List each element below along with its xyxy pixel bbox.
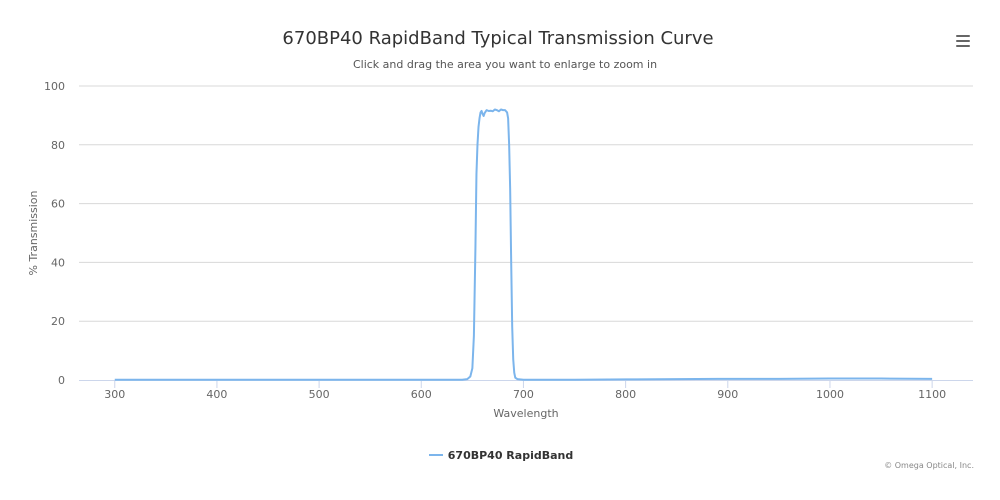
chart-subtitle: Click and drag the area you want to enla… [352, 58, 658, 71]
legend-item-670bp40[interactable]: 670BP40 RapidBand [428, 448, 574, 462]
x-tick-label: 1000 [816, 388, 844, 401]
legend-label: 670BP40 RapidBand [447, 448, 574, 462]
y-tick-label: 20 [51, 315, 65, 328]
series-line-670bp40[interactable] [114, 108, 933, 381]
x-axis-title: Wavelength [493, 407, 558, 420]
x-tick-label: 1100 [918, 388, 946, 401]
x-tick-label: 900 [717, 388, 738, 401]
y-tick-label: 60 [51, 198, 65, 211]
x-tick-label: 600 [411, 388, 432, 401]
menu-bar [956, 35, 970, 38]
menu-bar [956, 45, 970, 48]
y-tick-label: 80 [51, 139, 65, 152]
x-tick-label: 700 [513, 388, 534, 401]
y-tick-label: 40 [51, 256, 65, 269]
x-tick-label: 800 [615, 388, 636, 401]
chart-plot-area[interactable]: 0 20 40 60 80 100 300 400 500 600 700 800 900 1000 11… [0, 0, 1000, 440]
y-tick-label: 100 [44, 80, 65, 93]
y-axis-title: % Transmission [27, 190, 40, 275]
credits-link[interactable]: © Omega Optical, Inc. [884, 461, 974, 470]
chart-title: 670BP40 RapidBand Typical Transmission C… [282, 28, 714, 49]
legend: 670BP40 RapidBand [0, 446, 1000, 462]
menu-bar [956, 40, 970, 43]
legend-swatch [428, 454, 443, 456]
x-tick-label: 300 [104, 388, 125, 401]
x-axis-ticks: 300 400 500 600 700 800 900 1000 1100 [104, 380, 946, 401]
y-axis-ticks: 0 20 40 60 80 100 [44, 80, 65, 387]
x-tick-label: 400 [206, 388, 227, 401]
x-tick-label: 500 [309, 388, 330, 401]
hamburger-menu-icon[interactable] [951, 30, 975, 52]
y-tick-label: 0 [58, 374, 65, 387]
grid-lines [79, 85, 973, 322]
